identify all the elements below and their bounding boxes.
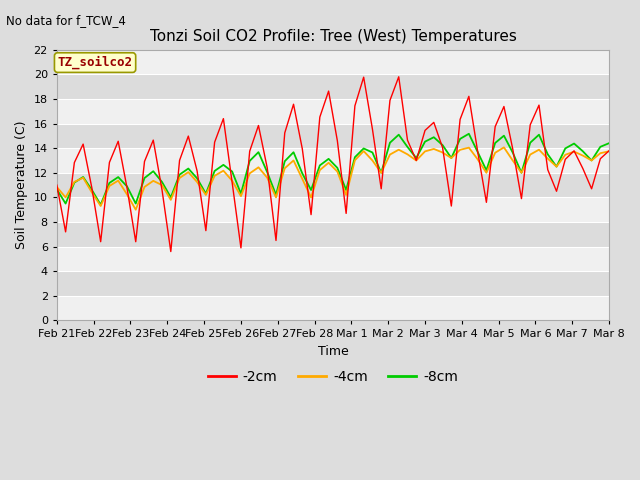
Text: TZ_soilco2: TZ_soilco2 bbox=[58, 56, 132, 69]
Title: Tonzi Soil CO2 Profile: Tree (West) Temperatures: Tonzi Soil CO2 Profile: Tree (West) Temp… bbox=[150, 29, 516, 44]
Bar bbox=[57, 247, 609, 271]
Bar bbox=[57, 123, 609, 148]
Text: No data for f_TCW_4: No data for f_TCW_4 bbox=[6, 14, 126, 27]
X-axis label: Time: Time bbox=[317, 345, 348, 358]
Bar bbox=[57, 197, 609, 222]
Bar bbox=[57, 25, 609, 50]
Bar bbox=[57, 271, 609, 296]
Y-axis label: Soil Temperature (C): Soil Temperature (C) bbox=[15, 121, 28, 249]
Bar bbox=[57, 99, 609, 123]
Bar bbox=[57, 296, 609, 321]
Bar bbox=[57, 74, 609, 99]
Bar bbox=[57, 173, 609, 197]
Legend: -2cm, -4cm, -8cm: -2cm, -4cm, -8cm bbox=[202, 364, 463, 389]
Bar bbox=[57, 222, 609, 247]
Bar bbox=[57, 50, 609, 74]
Bar bbox=[57, 148, 609, 173]
